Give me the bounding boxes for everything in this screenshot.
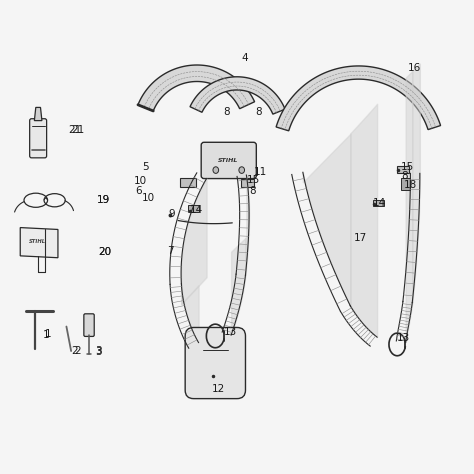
- Text: 1: 1: [45, 328, 51, 338]
- FancyBboxPatch shape: [373, 200, 383, 206]
- Text: 7: 7: [167, 246, 174, 256]
- Text: 8: 8: [255, 107, 262, 117]
- FancyBboxPatch shape: [401, 178, 410, 191]
- Text: 13: 13: [224, 327, 237, 337]
- Text: 10: 10: [134, 176, 147, 186]
- FancyBboxPatch shape: [185, 328, 246, 399]
- Text: 13: 13: [397, 333, 410, 343]
- Text: 6: 6: [136, 186, 142, 196]
- Text: 5: 5: [142, 162, 148, 172]
- Ellipse shape: [213, 167, 219, 173]
- Text: 14: 14: [373, 198, 386, 208]
- Text: 12: 12: [212, 384, 225, 394]
- Text: 10: 10: [141, 193, 155, 203]
- Text: 2: 2: [71, 346, 78, 356]
- Text: 21: 21: [71, 125, 84, 135]
- Text: 17: 17: [354, 233, 367, 243]
- Text: 16: 16: [408, 64, 421, 73]
- Text: 21: 21: [68, 125, 82, 135]
- Text: 8: 8: [401, 171, 408, 181]
- Text: 15: 15: [246, 175, 260, 185]
- Text: 1: 1: [43, 330, 49, 340]
- Text: 15: 15: [401, 162, 414, 172]
- Ellipse shape: [239, 167, 245, 173]
- FancyBboxPatch shape: [84, 314, 94, 337]
- FancyBboxPatch shape: [30, 118, 46, 158]
- FancyBboxPatch shape: [189, 205, 199, 212]
- Polygon shape: [190, 77, 285, 114]
- Text: STIHL: STIHL: [29, 239, 46, 244]
- Polygon shape: [138, 65, 255, 111]
- Text: 19: 19: [97, 195, 110, 205]
- Text: 3: 3: [96, 346, 102, 356]
- FancyBboxPatch shape: [181, 178, 197, 187]
- Text: 2: 2: [74, 346, 81, 356]
- FancyBboxPatch shape: [397, 166, 410, 173]
- Text: 3: 3: [95, 347, 101, 357]
- Text: 4: 4: [242, 53, 248, 63]
- Text: 20: 20: [98, 247, 111, 257]
- Polygon shape: [276, 66, 441, 131]
- Text: 19: 19: [97, 195, 110, 205]
- Text: 14: 14: [190, 205, 203, 215]
- Text: 8: 8: [249, 186, 255, 196]
- Text: 9: 9: [169, 210, 175, 219]
- Polygon shape: [20, 228, 58, 258]
- Polygon shape: [35, 108, 42, 120]
- Text: 8: 8: [223, 107, 229, 117]
- Text: 11: 11: [254, 167, 267, 177]
- Text: 20: 20: [98, 247, 111, 257]
- Text: 18: 18: [404, 180, 418, 190]
- FancyBboxPatch shape: [201, 142, 256, 179]
- FancyBboxPatch shape: [241, 179, 255, 187]
- Text: STIHL: STIHL: [219, 158, 239, 163]
